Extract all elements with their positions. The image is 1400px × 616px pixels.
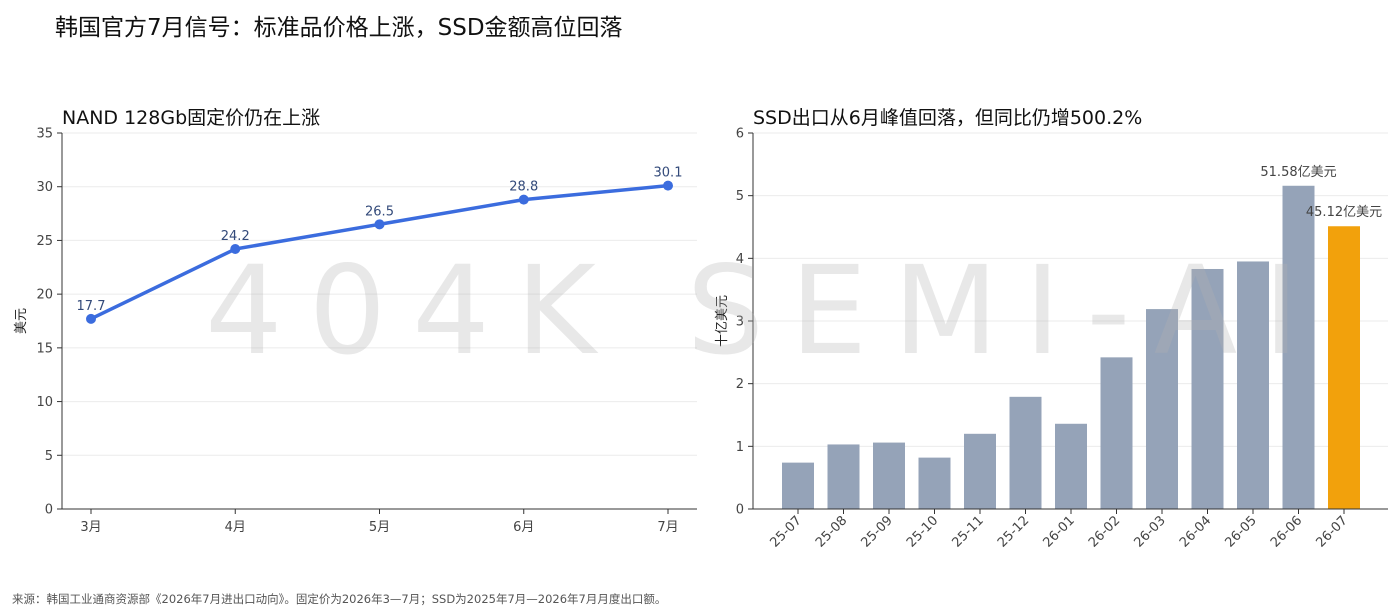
bar	[964, 433, 996, 509]
bar	[1146, 309, 1178, 509]
y-tick-label: 25	[36, 234, 53, 249]
source-note: 来源：韩国工业通商资源部《2026年7月进出口动向》。固定价为2026年3—7月…	[12, 592, 667, 606]
x-tick-label: 4月	[225, 520, 246, 535]
x-tick-label: 26-04	[1177, 513, 1214, 550]
y-tick-label: 5	[736, 189, 744, 204]
bar-chart-y-ticks: 0 1 2 3 4 5 6	[736, 127, 753, 518]
y-tick-label: 0	[736, 503, 744, 518]
x-tick-label: 25-08	[813, 513, 850, 550]
x-tick-label: 25-10	[904, 513, 941, 550]
bar	[1009, 396, 1042, 509]
data-label: 26.5	[365, 204, 394, 219]
data-label: 17.7	[77, 299, 106, 314]
x-tick-label: 7月	[657, 520, 678, 535]
data-point	[374, 219, 385, 230]
data-point	[518, 194, 529, 205]
bar-chart-title: SSD出口从6月峰值回落，但同比仍增500.2%	[753, 107, 1142, 129]
data-point	[86, 313, 96, 324]
bar	[827, 444, 860, 509]
y-tick-label: 10	[36, 395, 53, 410]
data-label: 30.1	[654, 166, 683, 181]
y-tick-label: 20	[36, 288, 53, 303]
y-tick-label: 1	[736, 440, 744, 455]
y-tick-label: 5	[45, 449, 53, 464]
bar-chart-bars	[782, 185, 1360, 510]
y-tick-label: 3	[736, 315, 744, 330]
x-tick-label: 26-06	[1268, 513, 1305, 550]
bar	[918, 457, 951, 509]
x-tick-label: 6月	[513, 520, 534, 535]
data-label: 24.2	[221, 229, 250, 244]
x-tick-label: 25-12	[995, 513, 1032, 550]
x-tick-label: 25-11	[950, 513, 987, 550]
bar	[1282, 185, 1315, 510]
bar	[1237, 261, 1269, 509]
x-tick-label: 26-01	[1041, 513, 1078, 550]
bar-annotation: 45.12亿美元	[1306, 205, 1382, 220]
y-tick-label: 35	[36, 127, 53, 142]
y-tick-label: 0	[45, 503, 53, 518]
x-tick-label: 3月	[80, 520, 101, 535]
line-chart-title: NAND 128Gb固定价仍在上涨	[62, 107, 320, 129]
data-point	[663, 180, 673, 191]
y-tick-label: 15	[36, 341, 53, 356]
bar	[1055, 423, 1087, 509]
bar	[782, 462, 814, 509]
x-tick-label: 25-09	[859, 513, 896, 550]
line-chart-x-ticks: 3月 4月 5月 6月 7月	[80, 509, 679, 535]
bar	[1100, 357, 1133, 509]
x-tick-label: 26-03	[1132, 513, 1169, 550]
bar-chart-y-label: 十亿美元	[715, 295, 730, 347]
x-tick-label: 26-07	[1314, 513, 1351, 550]
bar	[873, 442, 905, 509]
line-chart-y-label: 美元	[14, 308, 29, 334]
bar-annotation: 51.58亿美元	[1260, 165, 1336, 180]
line-chart-points: 17.7 24.2 26.5 28.8 30.1	[77, 166, 683, 324]
data-point	[230, 244, 241, 255]
y-tick-label: 2	[736, 377, 744, 392]
watermark: 404K SEMI-AI	[205, 240, 1326, 382]
bar	[1191, 268, 1224, 509]
y-tick-label: 6	[736, 127, 744, 142]
line-chart-y-ticks: 0 5 10 15 20 25 30 35	[36, 127, 62, 518]
x-tick-label: 26-05	[1223, 513, 1260, 550]
bar	[1328, 226, 1360, 510]
x-tick-label: 26-02	[1086, 513, 1123, 550]
page-title: 韩国官方7月信号：标准品价格上涨，SSD金额高位回落	[55, 15, 623, 41]
y-tick-label: 4	[736, 252, 744, 267]
x-tick-label: 5月	[369, 520, 390, 535]
data-label: 28.8	[509, 180, 538, 195]
y-tick-label: 30	[36, 180, 53, 195]
bar-chart-x-ticks: 25-07 25-08 25-09 25-10 25-11 25-12 26-01 26-02…	[768, 509, 1351, 551]
line-chart: NAND 128Gb固定价仍在上涨 0 5 10 15 20 25 30 35 3月 4月 5月 6…	[14, 107, 697, 535]
x-tick-label: 25-07	[768, 513, 805, 550]
bar-chart-annotations: 51.58亿美元 45.12亿美元	[1260, 165, 1382, 220]
